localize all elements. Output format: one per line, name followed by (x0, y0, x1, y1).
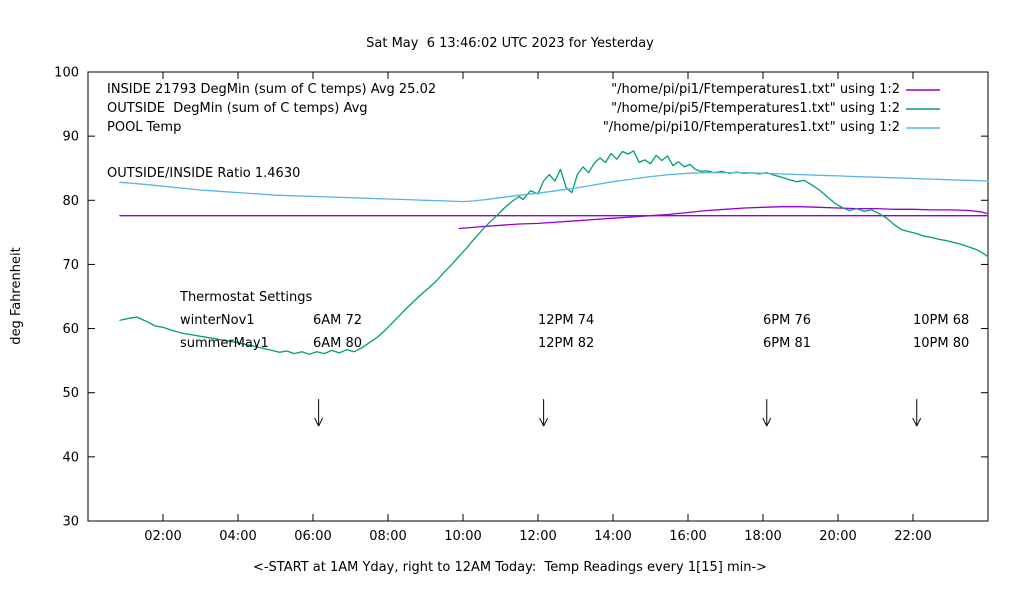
y-tick-label: 40 (62, 450, 79, 465)
y-tick-label: 100 (54, 66, 79, 81)
thermostat-winter-6pm: 6PM 76 (763, 313, 812, 328)
event-arrow-head (543, 417, 549, 427)
x-axis-label: <-START at 1AM Yday, right to 12AM Today… (252, 560, 768, 575)
thermostat-summer-name: summerMay1 (180, 336, 269, 351)
x-tick-label: 06:00 (294, 529, 331, 544)
thermostat-winter-name: winterNov1 (180, 313, 255, 328)
y-tick-label: 60 (62, 322, 79, 337)
event-arrow-head (314, 417, 320, 427)
y-tick-label: 90 (62, 130, 79, 145)
series-line-inside (458, 206, 989, 230)
series-line-outside (119, 150, 989, 355)
event-arrow-head (916, 417, 922, 427)
x-tick-label: 12:00 (519, 529, 556, 544)
chart-title: Sat May 6 13:46:02 UTC 2023 for Yesterda… (366, 36, 654, 51)
thermostat-heading: Thermostat Settings (180, 290, 313, 305)
legend-file-pool: "/home/pi/pi10/Ftemperatures1.txt" using… (602, 120, 900, 135)
legend-file-outside: "/home/pi/pi5/Ftemperatures1.txt" using … (611, 101, 900, 116)
thermostat-summer-10pm: 10PM 80 (913, 336, 970, 351)
x-tick-label: 10:00 (444, 529, 481, 544)
legend-file-inside: "/home/pi/pi1/Ftemperatures1.txt" using … (611, 82, 900, 97)
y-tick-label: 80 (62, 194, 79, 209)
thermostat-winter-10pm: 10PM 68 (913, 313, 970, 328)
thermostat-winter-6am: 6AM 72 (313, 313, 363, 328)
x-tick-label: 08:00 (369, 529, 406, 544)
thermostat-summer-6am: 6AM 80 (313, 336, 363, 351)
legend-label-pool: POOL Temp (107, 120, 182, 135)
y-tick-label: 30 (62, 515, 79, 530)
y-tick-label: 50 (62, 386, 79, 401)
x-tick-label: 22:00 (894, 529, 931, 544)
event-arrow-head (318, 417, 324, 427)
ratio-label: OUTSIDE/INSIDE Ratio 1.4630 (107, 166, 301, 181)
event-arrow-head (539, 417, 545, 427)
x-tick-label: 14:00 (594, 529, 631, 544)
thermostat-summer-12pm: 12PM 82 (538, 336, 595, 351)
legend-label-outside: OUTSIDE DegMin (sum of C temps) Avg (107, 101, 368, 116)
legend-label-inside: INSIDE 21793 DegMin (sum of C temps) Avg… (107, 82, 437, 97)
event-arrow-head (766, 417, 772, 427)
event-arrow-head (912, 417, 918, 427)
x-tick-label: 16:00 (669, 529, 706, 544)
series-line-pool (119, 172, 989, 203)
y-tick-label: 70 (62, 258, 79, 273)
x-tick-label: 18:00 (744, 529, 781, 544)
y-axis-label: deg Fahrenheit (9, 247, 24, 345)
event-arrow-head (762, 417, 768, 427)
x-tick-label: 04:00 (219, 529, 256, 544)
thermostat-summer-6pm: 6PM 81 (763, 336, 812, 351)
thermostat-winter-12pm: 12PM 74 (538, 313, 595, 328)
x-tick-label: 20:00 (819, 529, 856, 544)
x-tick-label: 02:00 (144, 529, 181, 544)
